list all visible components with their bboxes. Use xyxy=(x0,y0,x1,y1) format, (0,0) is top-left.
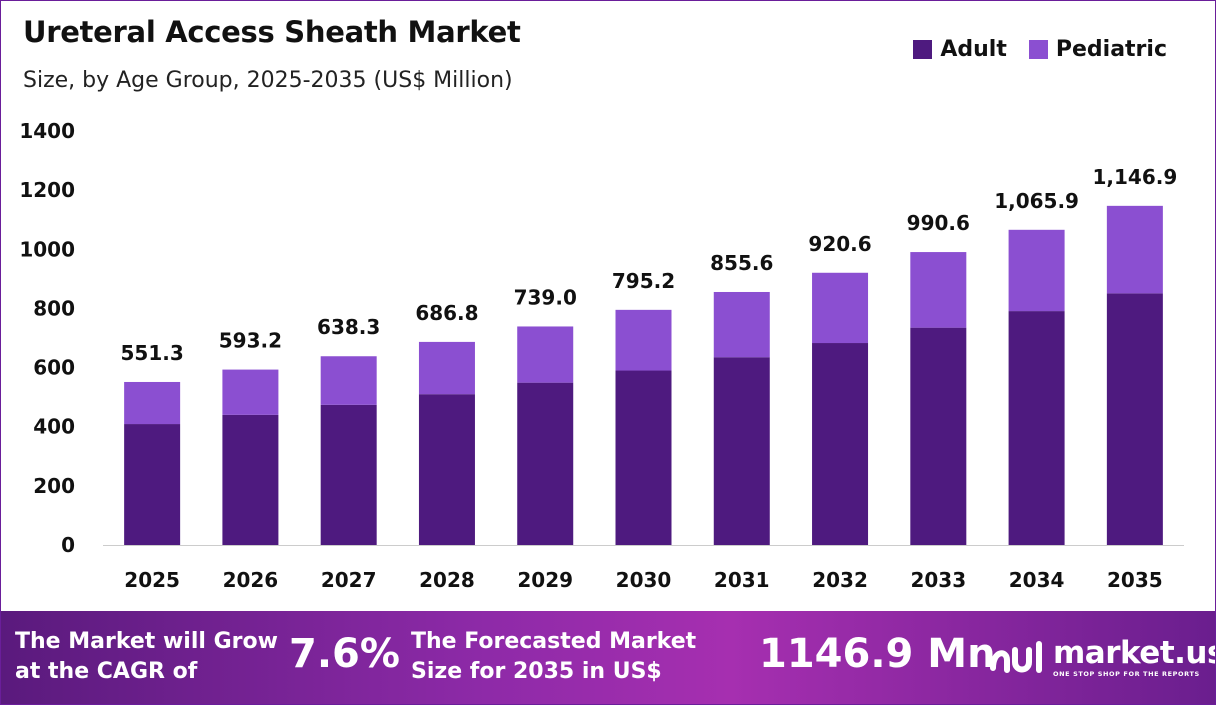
data-label: 551.3 xyxy=(121,341,184,365)
y-tick-label: 0 xyxy=(61,533,75,557)
x-tick-label: 2035 xyxy=(1107,568,1163,592)
bar-pediatric-2030 xyxy=(615,309,672,371)
y-tick-label: 600 xyxy=(33,356,75,380)
x-tick-label: 2032 xyxy=(812,568,868,592)
x-tick-label: 2025 xyxy=(124,568,180,592)
data-label: 1,146.9 xyxy=(1092,165,1177,189)
bar-adult-2031 xyxy=(713,357,770,545)
bar-pediatric-2034 xyxy=(1008,229,1065,312)
legend-swatch-adult xyxy=(913,40,933,59)
bar-adult-2028 xyxy=(418,394,475,545)
bar-adult-2032 xyxy=(812,343,869,545)
data-label: 855.6 xyxy=(710,251,773,275)
market-us-logo: market.us ONE STOP SHOP FOR THE REPORTS xyxy=(989,635,1216,678)
bar-adult-2029 xyxy=(517,382,574,545)
data-label: 1,065.9 xyxy=(994,189,1079,213)
data-label: 686.8 xyxy=(415,301,478,325)
forecast-caption-line2: Size for 2035 in US$ xyxy=(411,659,662,684)
cagr-value: 7.6% xyxy=(289,631,400,677)
bar-adult-2026 xyxy=(222,414,279,545)
x-tick-label: 2026 xyxy=(223,568,279,592)
y-tick-label: 1400 xyxy=(19,119,75,143)
forecast-caption-line1: The Forecasted Market xyxy=(411,629,697,654)
data-label: 920.6 xyxy=(808,232,871,256)
bar-pediatric-2032 xyxy=(812,272,869,344)
legend-label-adult: Adult xyxy=(940,37,1007,62)
cagr-caption-line2: at the CAGR of xyxy=(15,659,198,684)
x-tick-label: 2028 xyxy=(419,568,475,592)
bar-adult-2030 xyxy=(615,370,672,545)
stacked-bar-chart: 0 200 400 600 800 1000 1200 1400 551.3 2025 593.2 2… xyxy=(19,119,1184,592)
bar-adult-2034 xyxy=(1008,311,1065,545)
bar-adult-2027 xyxy=(320,404,377,545)
cagr-caption-line1: The Market will Grow xyxy=(15,629,278,654)
forecast-value: 1146.9 Mn xyxy=(759,631,996,677)
bar-pediatric-2026 xyxy=(222,369,279,415)
y-tick-label: 200 xyxy=(33,474,75,498)
legend-item-pediatric: Pediatric xyxy=(1028,37,1167,62)
y-tick-label: 1000 xyxy=(19,237,75,261)
y-tick-label: 400 xyxy=(33,415,75,439)
chart-title: Ureteral Access Sheath Market xyxy=(23,15,521,49)
cagr-caption: The Market will Grow at the CAGR of xyxy=(15,627,278,687)
data-label: 593.2 xyxy=(219,329,282,353)
data-label: 795.2 xyxy=(612,269,675,293)
bar-pediatric-2028 xyxy=(418,341,475,395)
bar-pediatric-2025 xyxy=(124,381,181,425)
x-tick-label: 2034 xyxy=(1009,568,1065,592)
market-us-logo-icon xyxy=(990,640,1042,673)
legend-swatch-pediatric xyxy=(1028,40,1048,59)
chart-subtitle: Size, by Age Group, 2025-2035 (US$ Milli… xyxy=(23,68,513,93)
y-tick-label: 1200 xyxy=(19,178,75,202)
x-tick-label: 2030 xyxy=(616,568,672,592)
data-label: 739.0 xyxy=(514,285,577,309)
bar-pediatric-2035 xyxy=(1106,205,1163,294)
x-tick-label: 2031 xyxy=(714,568,770,592)
market-us-logo-name: market.us xyxy=(1053,635,1216,671)
data-label: 638.3 xyxy=(317,315,380,339)
bar-pediatric-2029 xyxy=(517,326,574,383)
bar-adult-2035 xyxy=(1106,293,1163,545)
bar-adult-2033 xyxy=(910,327,967,545)
x-tick-label: 2027 xyxy=(321,568,377,592)
data-label: 990.6 xyxy=(907,211,970,235)
y-tick-label: 800 xyxy=(33,296,75,320)
bar-pediatric-2031 xyxy=(713,291,770,358)
bar-pediatric-2033 xyxy=(910,252,967,328)
bar-adult-2025 xyxy=(124,424,181,545)
bar-pediatric-2027 xyxy=(320,356,377,405)
legend-label-pediatric: Pediatric xyxy=(1055,37,1167,62)
x-tick-label: 2029 xyxy=(517,568,573,592)
legend-item-adult: Adult xyxy=(913,37,1007,62)
x-tick-label: 2033 xyxy=(910,568,966,592)
footer-banner: The Market will Grow at the CAGR of 7.6%… xyxy=(1,611,1216,704)
forecast-caption: The Forecasted Market Size for 2035 in U… xyxy=(411,627,696,687)
legend: Adult Pediatric xyxy=(891,37,1167,62)
market-us-logo-tagline: ONE STOP SHOP FOR THE REPORTS xyxy=(1053,670,1200,678)
